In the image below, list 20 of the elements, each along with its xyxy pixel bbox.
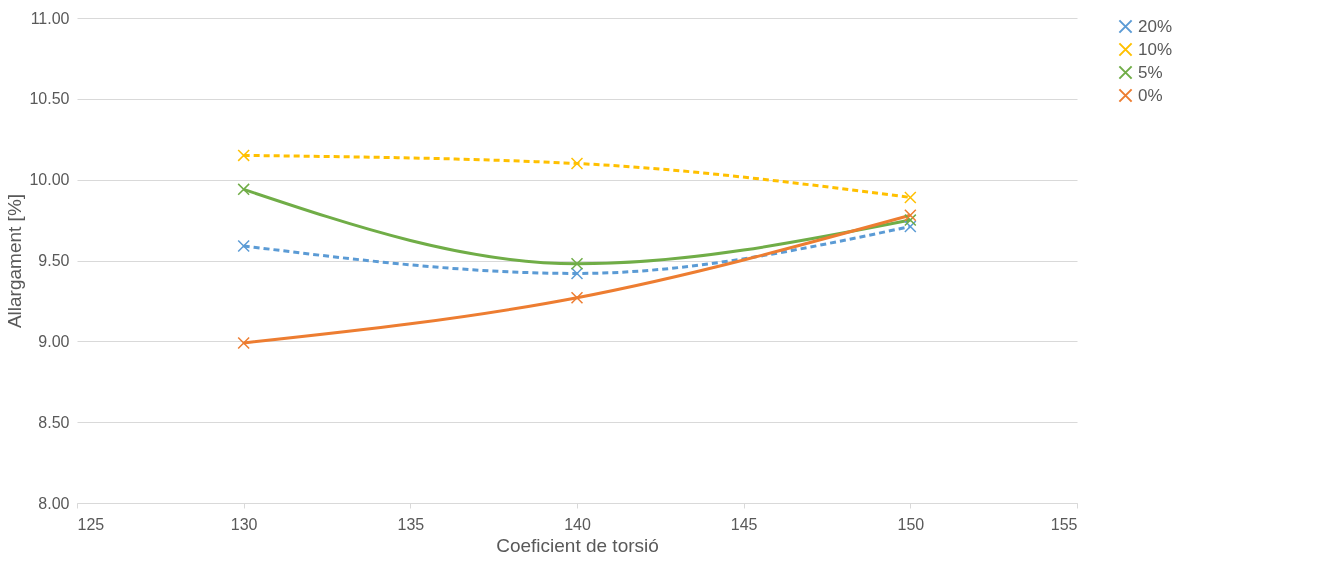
legend-label: 20% (1138, 16, 1173, 36)
x-tick-label: 125 (77, 515, 105, 533)
y-axis-title: Allargament [%] (4, 193, 26, 329)
y-tick-label: 9.00 (38, 332, 70, 350)
x-tick-label: 145 (730, 515, 758, 533)
x-tick-label: 130 (230, 515, 258, 533)
y-tick-label: 9.50 (38, 252, 70, 269)
y-tick-label: 10.00 (29, 171, 70, 189)
x-tick-label: 140 (564, 515, 591, 533)
y-tick-label: 10.50 (29, 90, 70, 108)
x-tick-label: 150 (897, 515, 925, 533)
y-tick-label: 8.50 (38, 413, 70, 431)
legend-label: 5% (1138, 62, 1163, 82)
legend-label: 0% (1138, 85, 1163, 105)
y-tick-label: 8.00 (38, 494, 70, 512)
x-tick-label: 135 (397, 515, 425, 533)
x-axis-title: Coeficient de torsió (496, 534, 659, 556)
legend-label: 10% (1138, 39, 1173, 59)
y-tick-label: 11.00 (30, 9, 70, 27)
x-tick-label: 155 (1050, 515, 1078, 533)
